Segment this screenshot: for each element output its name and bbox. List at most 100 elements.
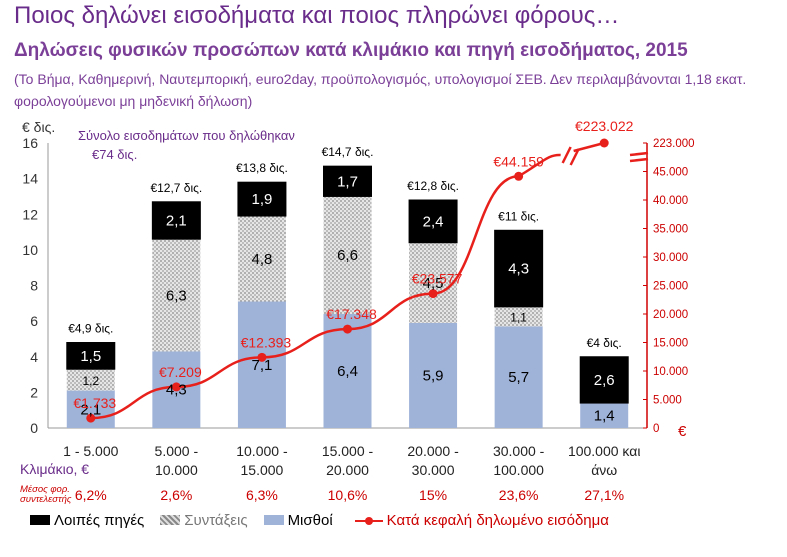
bar-pensions [152, 239, 201, 352]
tax-rate-value: 27,1% [584, 487, 624, 503]
bar-value-label: 4,3 [166, 382, 187, 399]
x-category-label: 20.000 - [407, 443, 459, 459]
bar-total-label: €4,9 δις. [68, 322, 113, 336]
per-capita-point [171, 382, 181, 392]
per-capita-point [514, 171, 524, 181]
per-capita-line-segment [517, 153, 561, 178]
x-category-label: 1 - 5.000 [63, 443, 118, 459]
bar-pensions [323, 196, 372, 314]
tax-rate-title: συντελεστής [20, 494, 72, 505]
total-income-annotation: Σύνολο εισοδημάτων που δηλώθηκαν [78, 128, 295, 143]
bar-other [494, 229, 544, 308]
bar-other [66, 342, 116, 370]
y-tick-label: 12 [22, 206, 38, 222]
per-capita-label: €17.348 [326, 306, 377, 322]
x-category-label: 100.000 [493, 462, 544, 478]
bar-value-label: 4,5 [423, 275, 444, 292]
y-tick-label: 0 [30, 420, 38, 436]
bar-value-label: 4,3 [508, 261, 529, 278]
y2-tick-label: 20.000 [653, 309, 688, 321]
bar-value-label: 6,6 [337, 247, 358, 264]
axis-break-mark [629, 151, 649, 157]
bar-pensions [409, 242, 458, 323]
bar-salaries [494, 326, 543, 428]
bar-other [579, 356, 629, 404]
bar-value-label: 1,2 [82, 374, 99, 388]
y2-tick-label: 45.000 [653, 167, 688, 179]
source-note: (Το Βήμα, Καθημερινή, Ναυτεμπορική, euro… [14, 71, 747, 109]
legend: Λοιπές πηγές Συντάξεις Μισθοί Κατά κεφαλή δ… [30, 512, 609, 529]
bar-other [323, 165, 372, 197]
bar-total-label: €4 δις. [587, 336, 622, 350]
tax-rate-value: 6,3% [246, 487, 278, 503]
tax-rate-value: 6,2% [75, 487, 107, 503]
bar-salaries [580, 403, 629, 428]
y-tick-label: 6 [30, 313, 38, 329]
bar-total-label: €14,7 δις. [322, 145, 374, 159]
per-capita-label: €44.159 [493, 153, 544, 169]
y-tick-label: 14 [22, 171, 38, 187]
y2-tick-label: 223.000 [653, 138, 695, 150]
y-tick-label: 10 [22, 242, 38, 258]
x-category-label: 15.000 - [322, 443, 374, 459]
legend-item: Λοιπές πηγές [30, 512, 144, 529]
per-capita-point [599, 138, 609, 148]
bar-value-label: 1,5 [80, 348, 101, 365]
x-category-label: 30.000 - [493, 443, 545, 459]
bar-value-label: 2,1 [80, 401, 101, 418]
bar-value-label: 1,4 [594, 408, 615, 425]
legend-label: Κατά κεφαλή δηλωμένο εισόδημα [386, 512, 609, 529]
per-capita-point [343, 324, 352, 334]
legend-label: Συντάξεις [184, 512, 248, 529]
y2-tick-label: 40.000 [653, 195, 688, 207]
bar-value-label: 6,3 [166, 287, 187, 304]
axis-break-mark [569, 148, 580, 166]
per-capita-label: €23.577 [412, 271, 463, 287]
total-income-annotation-value: €74 δις. [92, 147, 137, 162]
axis-break-mark [561, 146, 572, 164]
bar-total-label: €11 δις. [498, 209, 539, 223]
bar-value-label: 2,6 [594, 372, 615, 389]
bar-value-label: 1,1 [510, 311, 527, 325]
per-capita-point [86, 413, 96, 423]
bar-other [408, 199, 458, 244]
x-category-label: 15.000 [241, 462, 284, 478]
y2-tick-label: 30.000 [653, 252, 688, 264]
y2-tick-label: 0 [653, 423, 659, 435]
legend-item: Συντάξεις [160, 512, 248, 529]
bar-salaries [237, 301, 286, 428]
bar-pensions [237, 216, 286, 302]
per-capita-label: €1.733 [73, 395, 116, 411]
per-capita-label: €12.393 [241, 334, 292, 350]
legend-label: Λοιπές πηγές [54, 512, 145, 529]
bar-value-label: 7,1 [251, 357, 272, 374]
x-axis-title: Κλιμάκιο, € [20, 461, 89, 477]
y2-tick-label: 5.000 [653, 395, 682, 407]
y-tick-label: 16 [22, 135, 38, 151]
x-category-label: 20.000 [326, 462, 369, 478]
y-axis-title: € δις. [22, 119, 55, 135]
page-subtitle: Δηλώσεις φυσικών προσώπων κατά κλιμάκιο … [14, 40, 688, 61]
tax-rate-value: 23,6% [499, 487, 539, 503]
y-tick-label: 8 [30, 278, 38, 294]
axis-break-mark [629, 157, 649, 163]
x-category-label: 100.000 και [568, 443, 641, 459]
x-category-label: 10.000 [155, 462, 198, 478]
bar-value-label: 1,7 [337, 173, 358, 190]
y-tick-label: 4 [30, 349, 38, 365]
bar-other [237, 181, 287, 217]
tax-rate-value: 2,6% [160, 487, 192, 503]
y2-tick-label: 10.000 [653, 366, 688, 378]
x-category-label: 10.000 - [236, 443, 288, 459]
bar-value-label: 5,9 [423, 367, 444, 384]
y2-axis-unit: € [678, 423, 687, 440]
x-category-label: 30.000 [412, 462, 455, 478]
bar-total-label: €13,8 δις. [236, 161, 288, 175]
tax-rate-value: 15% [419, 487, 447, 503]
y-tick-label: 2 [30, 384, 38, 400]
bar-value-label: 2,1 [166, 212, 187, 229]
per-capita-point [428, 289, 438, 299]
bar-total-label: €12,8 δις. [407, 179, 459, 193]
bar-other [151, 201, 201, 240]
